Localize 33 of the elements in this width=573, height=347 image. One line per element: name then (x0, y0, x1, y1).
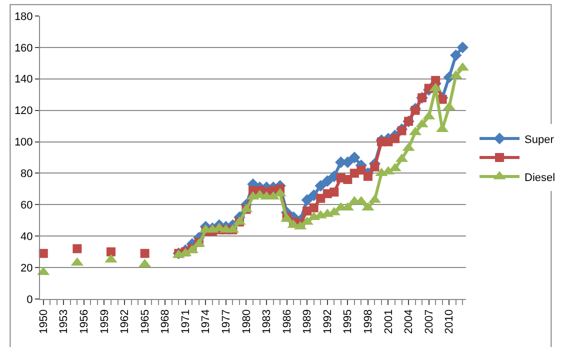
x-tick-label: 1968 (160, 309, 172, 334)
y-tick-label: 40 (20, 230, 33, 243)
x-tick-label: 1971 (180, 309, 192, 334)
x-tick-label: 1998 (362, 309, 375, 334)
x-tick-label: 1974 (200, 309, 212, 334)
y-tick-label: 100 (14, 136, 33, 149)
y-tick-label: 0 (26, 294, 33, 306)
x-tick-label: 2004 (403, 309, 416, 334)
y-tick-label: 140 (14, 74, 33, 86)
legend-label: Super (524, 134, 554, 146)
x-tick-label: 2007 (423, 309, 436, 334)
x-tick-label: 2010 (444, 309, 456, 334)
y-tick-label: 60 (20, 200, 33, 212)
y-tick-label: 80 (20, 168, 33, 180)
x-tick-label: 1980 (240, 309, 253, 334)
x-tick-label: 1986 (281, 309, 294, 334)
y-tick-label: 160 (14, 42, 33, 54)
x-tick-label: 1962 (119, 309, 132, 334)
x-tick-label: 1977 (220, 309, 233, 334)
x-tick-label: 1995 (342, 309, 354, 334)
y-tick-label: 120 (14, 105, 33, 118)
legend-label: Diesel (524, 172, 556, 184)
x-tick-label: 1959 (98, 309, 111, 334)
x-tick-label: 1953 (58, 309, 70, 334)
x-tick-label: 1989 (302, 309, 314, 334)
x-tick-label: 1992 (322, 309, 334, 334)
x-tick-label: 1956 (78, 309, 91, 334)
y-tick-label: 180 (14, 10, 33, 23)
x-tick-label: 1950 (38, 309, 50, 334)
x-tick-label: 1983 (261, 309, 274, 334)
y-tick-label: 20 (20, 262, 33, 274)
x-tick-label: 2001 (382, 309, 395, 334)
x-tick-label: 1965 (139, 309, 152, 334)
